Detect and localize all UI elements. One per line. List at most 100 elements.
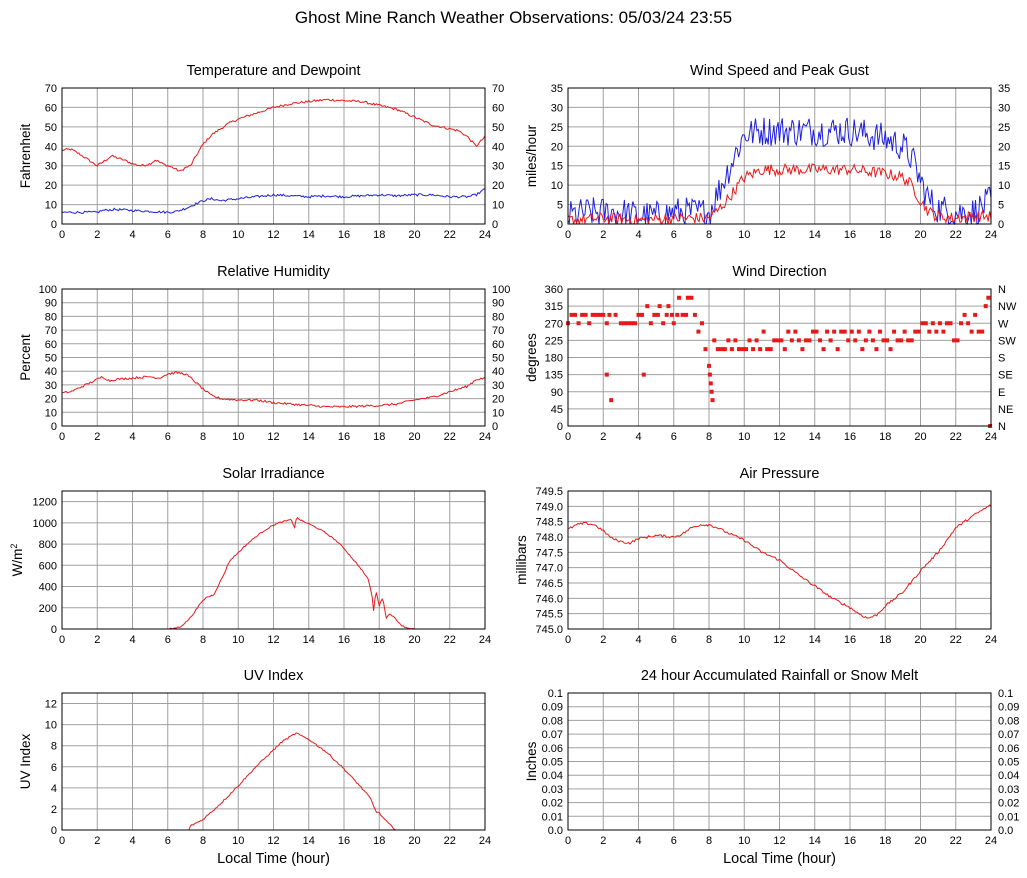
data-point [856, 329, 861, 334]
x-tick-label: 12 [267, 835, 279, 847]
x-tick-label: 4 [129, 835, 135, 847]
x-tick-label: 2 [600, 431, 606, 443]
data-point [923, 321, 928, 326]
x-tick-label: 22 [950, 835, 962, 847]
right-tick-label: 15 [998, 161, 1010, 173]
x-tick-label: 4 [129, 431, 135, 443]
data-point [604, 372, 609, 377]
data-point [758, 347, 763, 352]
right-tick-label: 35 [998, 83, 1010, 95]
x-tick-label: 20 [408, 431, 420, 443]
right-tick-label: 0.08 [998, 715, 1019, 727]
data-point [899, 338, 904, 343]
y-tick-label: 746.0 [535, 593, 563, 605]
x-tick-label: 6 [671, 835, 677, 847]
x-tick-label: 8 [200, 634, 206, 646]
data-point [601, 312, 606, 317]
x-tick-label: 0 [59, 835, 65, 847]
x-tick-label: 10 [738, 229, 750, 241]
x-tick-label: 4 [635, 431, 641, 443]
data-point [839, 329, 844, 334]
data-point [632, 321, 637, 326]
data-point [902, 329, 907, 334]
data-point [740, 347, 745, 352]
x-tick-label: 24 [985, 835, 997, 847]
data-point [842, 329, 847, 334]
plot-frame [61, 288, 486, 427]
x-tick-label: 22 [444, 229, 456, 241]
series-line-0 [62, 371, 485, 409]
y-tick-label: 0 [557, 219, 563, 231]
data-point [821, 347, 826, 352]
x-tick-label: 2 [600, 634, 606, 646]
data-point [983, 304, 988, 309]
data-point [684, 312, 689, 317]
chart-wind: Wind Speed and Peak Gust0510152025303505… [524, 63, 1010, 241]
data-point [828, 338, 833, 343]
data-point [835, 347, 840, 352]
data-point [707, 363, 711, 368]
y-axis-label: UV Index [18, 733, 33, 789]
data-point [913, 329, 918, 334]
series-line-0 [568, 504, 991, 619]
y-axis-label: W/m2 [9, 544, 25, 577]
data-point [712, 338, 717, 343]
y-tick-label: 748.0 [535, 532, 563, 544]
x-tick-label: 10 [232, 835, 244, 847]
right-tick-label: 0.1 [998, 688, 1013, 700]
plot-frame [61, 87, 486, 225]
x-tick-label: 24 [985, 634, 997, 646]
data-point [618, 321, 623, 326]
right-tick-label: 90 [492, 298, 504, 310]
x-tick-label: 6 [671, 229, 677, 241]
x-tick-label: 12 [267, 634, 279, 646]
right-tick-label: 20 [492, 180, 504, 192]
data-point [948, 321, 953, 326]
y-tick-label: 0 [51, 825, 57, 837]
y-tick-label: 10 [45, 720, 57, 732]
y-tick-label: 20 [45, 180, 57, 192]
y-tick-label: 80 [45, 311, 57, 323]
x-tick-label: 10 [738, 634, 750, 646]
y-tick-label: 60 [45, 102, 57, 114]
y-tick-label: 50 [45, 122, 57, 134]
x-tick-label: 6 [671, 431, 677, 443]
series-line-1 [568, 162, 991, 225]
right-tick-label: 10 [998, 180, 1010, 192]
data-point [747, 338, 752, 343]
data-point [576, 321, 581, 326]
data-point [655, 312, 660, 317]
right-tick-label: SW [998, 335, 1016, 347]
data-point [729, 347, 734, 352]
series-line-0 [568, 117, 991, 225]
y-tick-label: 745.0 [535, 624, 563, 636]
data-point [722, 347, 727, 352]
x-tick-label: 22 [950, 431, 962, 443]
x-tick-label: 18 [373, 634, 385, 646]
y-tick-label: 0 [51, 421, 57, 433]
x-tick-label: 0 [565, 835, 571, 847]
y-tick-label: 2 [51, 804, 57, 816]
data-point [980, 329, 985, 334]
x-tick-label: 2 [600, 835, 606, 847]
y-tick-label: 60 [45, 339, 57, 351]
y-tick-label: 20 [551, 141, 563, 153]
data-point [976, 329, 981, 334]
right-tick-label: 0.09 [998, 702, 1019, 714]
plot-frame [61, 692, 486, 831]
x-tick-label: 24 [479, 835, 491, 847]
x-tick-label: 6 [165, 835, 171, 847]
series-line-1 [62, 188, 485, 215]
x-tick-label: 10 [232, 431, 244, 443]
page-title: Ghost Mine Ranch Weather Observations: 0… [294, 8, 733, 27]
chart-temp: Temperature and Dewpoint0102030405060700… [18, 63, 504, 241]
data-point [955, 338, 960, 343]
data-point [587, 321, 592, 326]
chart-rh: Relative Humidity01020304050607080901000… [18, 264, 510, 443]
data-point [708, 381, 713, 386]
plot-frame [567, 490, 992, 630]
y-tick-label: 0 [557, 421, 563, 433]
data-point [825, 329, 830, 334]
x-tick-label: 6 [165, 229, 171, 241]
data-point [927, 329, 932, 334]
